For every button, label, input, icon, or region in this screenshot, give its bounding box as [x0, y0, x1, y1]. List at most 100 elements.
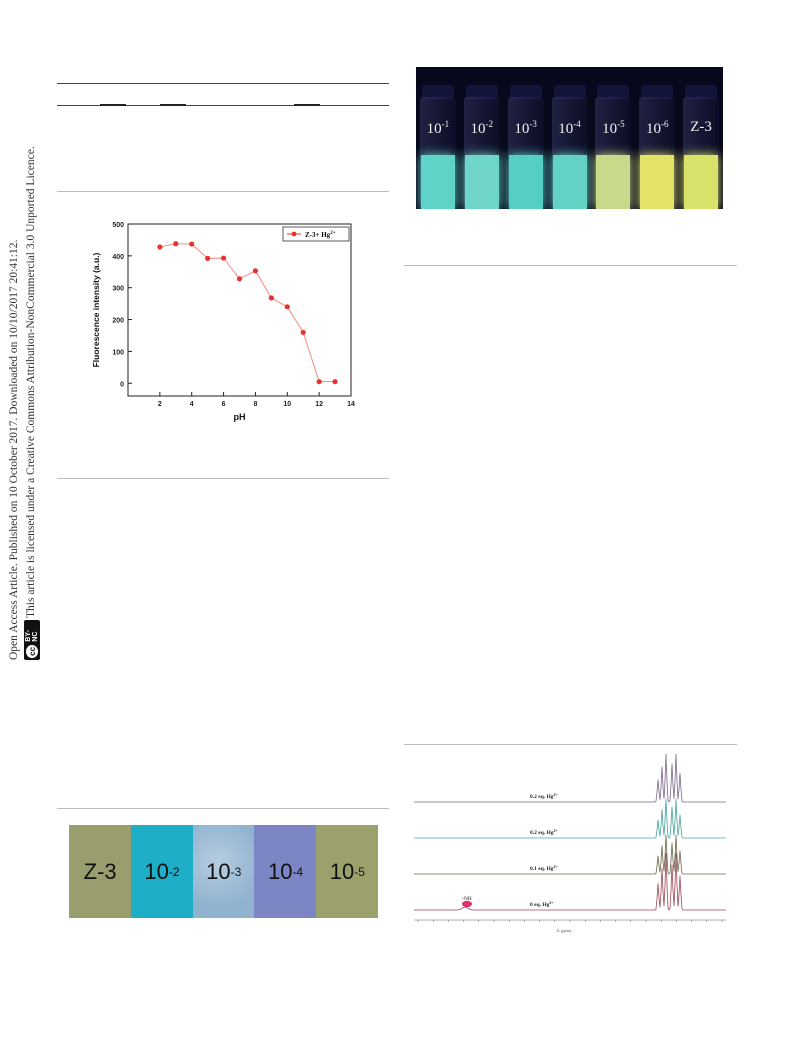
y-tick-label: 400	[112, 254, 124, 261]
vial-liquid	[552, 155, 587, 209]
vial-cap	[597, 85, 630, 99]
ppm-axis-label: f1 (ppm)	[557, 928, 573, 933]
spectrum-label-text: 0.1 eq. Hg	[530, 866, 554, 872]
strip-label-exponent: -5	[354, 864, 365, 879]
vial: 10-2	[462, 67, 502, 209]
license-line-1: Open Access Article. Published on 10 Oct…	[8, 239, 20, 660]
table-top-rule	[57, 83, 389, 84]
x-tick-label: 14	[347, 401, 355, 408]
vial-label-base: 10	[602, 121, 618, 137]
strip-label-exponent: -2	[168, 864, 180, 879]
vial-label: 10-1	[418, 119, 458, 138]
vial-label-base: 10	[558, 121, 574, 137]
y-tick-label: 500	[112, 222, 124, 229]
spectrum-label: 0 eq. Hg2+	[530, 900, 554, 908]
test-strip: Z-3	[69, 825, 132, 918]
section-divider	[57, 808, 389, 809]
vial-cap	[509, 85, 542, 99]
spectrum-label-text: 0.2 eq. Hg	[530, 830, 554, 836]
test-strip: 10 -4	[254, 825, 317, 918]
strip-label-base: 10	[329, 858, 355, 884]
vial: 10-5	[593, 67, 633, 209]
nh-highlight-marker	[462, 900, 472, 908]
data-point	[220, 255, 227, 261]
y-tick-label: 300	[112, 286, 124, 293]
x-tick-label: 10	[283, 401, 291, 408]
strip-label-base: 10	[267, 858, 293, 884]
section-divider	[404, 744, 737, 745]
spectrum-label: 0.2 eq. Hg2+	[530, 828, 559, 836]
nmr-spectrum-trace	[414, 798, 726, 839]
data-point	[300, 329, 306, 335]
vial-label: 10-3	[506, 119, 546, 138]
vial-label-base: 10	[514, 121, 530, 137]
data-point	[284, 304, 290, 310]
spectrum-label-text: 0.2 eq. Hg	[530, 794, 554, 800]
data-point	[157, 244, 163, 250]
y-tick-label: 0	[120, 381, 124, 388]
nmr-spectrum-trace	[414, 753, 726, 803]
license-line-2[interactable]: This article is licensed under a Creativ…	[25, 146, 37, 618]
spectrum-label-sup: 2+	[554, 864, 559, 869]
table-column-rule	[100, 104, 126, 106]
vial-label: Z-3	[681, 119, 721, 136]
by-nc-label: BY-NC	[25, 630, 39, 642]
legend-label-sup: 2+	[330, 231, 336, 236]
vial-label: 10-5	[593, 119, 633, 138]
x-axis-label: pH	[234, 412, 246, 422]
vial-label-exponent: -1	[441, 119, 450, 129]
test-strip-photo: Z-3 10 -2 10 -3 10 -4 10 -5	[69, 825, 379, 918]
vial: 10-3	[506, 67, 546, 209]
vial-label-exponent: -3	[529, 119, 537, 129]
data-point	[205, 255, 211, 261]
vial-liquid	[420, 155, 455, 209]
data-point	[189, 241, 195, 247]
nmr-spectrum-trace	[414, 852, 726, 911]
table-header-rule	[57, 105, 389, 106]
spectrum-label: 0.1 eq. Hg2+	[530, 864, 559, 872]
legend-label: Z-3+ Hg2+	[305, 231, 336, 239]
x-tick-label: 2	[158, 401, 162, 408]
spectrum-label-text: 0 eq. Hg	[530, 902, 550, 908]
vial-cap	[553, 85, 586, 99]
vial-cap	[685, 85, 718, 99]
cc-license-badge[interactable]: cc BY-NC	[24, 620, 40, 660]
spectrum-label-sup: 2+	[554, 828, 559, 833]
table-column-rule	[294, 104, 320, 106]
vial-liquid	[640, 155, 675, 209]
vial-label-base: 10	[645, 121, 661, 137]
x-tick-label: 4	[190, 401, 194, 408]
vial-cap	[421, 85, 454, 99]
data-point	[236, 276, 243, 282]
data-point	[316, 379, 322, 385]
license-strip: Open Access Article. Published on 10 Oct…	[6, 0, 46, 660]
vial-label: 10-4	[550, 119, 590, 138]
y-tick-label: 200	[112, 318, 124, 325]
vial-label-exponent: -2	[485, 119, 494, 129]
x-tick-label: 8	[253, 401, 257, 408]
section-divider	[57, 191, 389, 192]
series-line	[159, 243, 336, 383]
x-tick-label: 12	[315, 401, 323, 408]
strip-label-base: 10	[206, 858, 231, 884]
cc-icon: cc	[26, 644, 38, 658]
vial-label-base: 10	[426, 121, 442, 137]
strip-label-base: 10	[144, 858, 169, 884]
legend-marker	[291, 231, 297, 237]
spectrum-label-sup: 2+	[554, 792, 559, 797]
vial-label-base: 10	[470, 121, 486, 137]
section-divider	[404, 265, 737, 266]
vial-label-exponent: -5	[617, 119, 625, 129]
vial-label-exponent: -6	[660, 119, 669, 129]
ph-fluorescence-chart: 0 100 200 300 400 500 2 4 6 8 10 12 14 pH Fluorescence…	[91, 222, 355, 422]
vial-liquid	[684, 155, 719, 209]
vial-cap	[641, 85, 674, 99]
legend-label-name: Z-3+ Hg	[305, 231, 331, 239]
test-strip: 10 -3	[192, 825, 255, 918]
table-column-rule	[160, 104, 186, 106]
vial-liquid	[508, 155, 543, 209]
data-point	[173, 241, 179, 247]
vial-label-exponent: -4	[573, 119, 581, 129]
y-tick-label: 100	[112, 349, 124, 356]
strip-label-exponent: -4	[292, 864, 304, 879]
